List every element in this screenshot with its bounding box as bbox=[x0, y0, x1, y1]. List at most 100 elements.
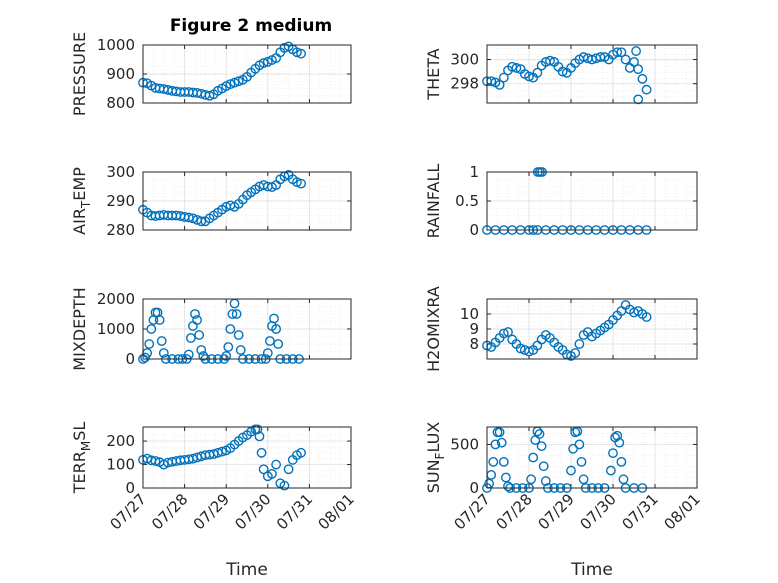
axes-box bbox=[486, 426, 698, 489]
data-point bbox=[624, 63, 635, 73]
data-point bbox=[528, 452, 539, 463]
chart-title: Figure 2 medium bbox=[170, 16, 332, 36]
subplot-4: 0 0.5 1 RAINFALL bbox=[424, 163, 698, 239]
data-point bbox=[515, 343, 526, 354]
y-axis-label-main: H2OMIXRA bbox=[424, 286, 443, 372]
y-axis-label-subscript: T bbox=[79, 200, 93, 209]
data-point bbox=[503, 327, 513, 337]
y-axis-label: PRESSURE bbox=[70, 32, 89, 116]
data-point bbox=[258, 464, 269, 475]
data-point bbox=[616, 47, 627, 58]
data-point bbox=[612, 430, 623, 441]
axes-box bbox=[142, 44, 352, 104]
y-tick-label: 100 bbox=[106, 456, 135, 474]
data-point bbox=[185, 333, 196, 343]
data-point bbox=[223, 342, 234, 352]
data-point bbox=[144, 339, 155, 349]
subplot-8: 0500SUNFLUX07/2707/2807/2907/3007/3108/0… bbox=[424, 422, 704, 580]
y-tick-label: 8 bbox=[469, 335, 479, 353]
y-tick-label: 900 bbox=[106, 65, 135, 83]
data-point bbox=[500, 472, 511, 483]
data-point bbox=[221, 351, 232, 361]
data-point bbox=[233, 330, 244, 340]
y-axis-label: TERRMSL bbox=[70, 422, 93, 495]
y-tick-label: 800 bbox=[106, 94, 135, 112]
data-point bbox=[618, 474, 629, 485]
y-axis-label-main: TERR bbox=[70, 451, 89, 494]
y-tick-label: 1000 bbox=[97, 36, 135, 54]
y-tick-label: 9 bbox=[469, 320, 479, 338]
data-point bbox=[536, 441, 547, 452]
data-point bbox=[296, 48, 306, 59]
data-point bbox=[616, 456, 627, 467]
data-point bbox=[146, 324, 157, 334]
data-point bbox=[194, 330, 205, 340]
data-point bbox=[494, 427, 505, 438]
data-point bbox=[574, 439, 585, 450]
y-axis-label-main: MIXDEPTH bbox=[70, 287, 89, 370]
data-point bbox=[524, 346, 534, 357]
y-axis-label: MIXDEPTH bbox=[70, 287, 89, 370]
y-tick-label: 2000 bbox=[97, 290, 135, 308]
x-axis-label: Time bbox=[570, 560, 613, 580]
y-tick-label: 0 bbox=[125, 350, 135, 368]
data-point bbox=[271, 459, 282, 470]
data-point bbox=[231, 309, 242, 319]
data-point bbox=[496, 437, 507, 448]
data-point bbox=[526, 474, 536, 485]
y-tick-label: 0 bbox=[125, 479, 135, 497]
data-point bbox=[296, 178, 306, 189]
y-axis-label-rest: LUX bbox=[424, 422, 443, 453]
data-point bbox=[511, 63, 522, 73]
data-point bbox=[612, 47, 623, 58]
data-point bbox=[198, 351, 209, 361]
data-point bbox=[140, 352, 150, 363]
subplot-7: 0100200TERRMSL07/2707/2807/2907/3007/310… bbox=[70, 422, 358, 580]
data-point bbox=[225, 79, 236, 90]
data-point bbox=[641, 312, 652, 322]
data-point bbox=[229, 298, 240, 309]
y-axis-label-subscript: M bbox=[79, 441, 93, 451]
data-point bbox=[283, 464, 294, 475]
data-point bbox=[154, 315, 165, 325]
y-axis-label: AIRTEMP bbox=[70, 167, 93, 235]
subplot-5: 0 1000 2000 MIXDEPTH bbox=[70, 287, 352, 371]
data-point bbox=[233, 76, 244, 87]
data-point bbox=[486, 470, 497, 480]
data-point bbox=[188, 213, 198, 224]
data-point bbox=[637, 73, 648, 84]
data-point bbox=[633, 64, 644, 75]
data-point bbox=[258, 58, 269, 68]
data-point bbox=[227, 309, 238, 319]
y-tick-label: 280 bbox=[106, 221, 135, 239]
y-axis-label-main: AIR bbox=[70, 208, 89, 235]
y-tick-label: 0 bbox=[469, 221, 479, 239]
y-tick-label: 10 bbox=[460, 305, 479, 323]
y-axis-label: SUNFLUX bbox=[424, 422, 447, 494]
x-axis-label: Time bbox=[225, 560, 268, 580]
axes-box bbox=[486, 44, 698, 104]
data-point bbox=[614, 437, 625, 448]
data-point bbox=[574, 339, 585, 349]
y-axis-label-rest: SL bbox=[70, 422, 89, 441]
data-point bbox=[538, 461, 549, 472]
y-axis-label-rest: EMP bbox=[70, 167, 89, 201]
data-point bbox=[204, 90, 215, 101]
y-axis-label-subscript: F bbox=[433, 452, 447, 459]
data-point bbox=[498, 328, 509, 339]
x-tick-label: 07/29 bbox=[535, 490, 578, 533]
x-tick-label: 07/31 bbox=[273, 490, 316, 533]
data-point bbox=[570, 348, 581, 358]
axes-box bbox=[142, 298, 352, 360]
data-point bbox=[292, 47, 302, 58]
data-point bbox=[557, 66, 568, 77]
y-axis-label-main: RAINFALL bbox=[424, 164, 443, 239]
data-point bbox=[532, 426, 543, 437]
data-point bbox=[296, 447, 306, 458]
data-point bbox=[629, 57, 639, 67]
data-point bbox=[494, 79, 505, 90]
y-tick-label: 200 bbox=[106, 432, 135, 450]
data-point bbox=[256, 447, 267, 458]
x-tick-label: 07/28 bbox=[148, 490, 191, 533]
